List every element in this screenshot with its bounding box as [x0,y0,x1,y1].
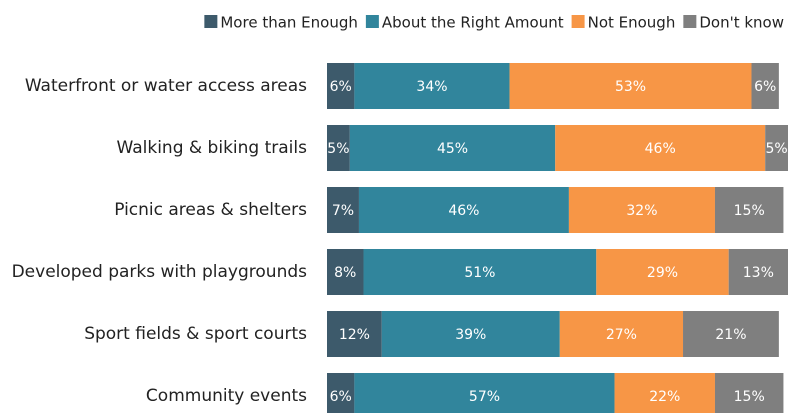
legend-swatch [204,15,218,28]
value-label: 57% [469,389,500,405]
bar-segment [327,63,355,109]
value-label: 51% [464,265,495,281]
category-label: Sport fields & sport courts [84,324,307,344]
bar-segment [363,249,597,295]
bar-segment [509,63,752,109]
value-label: 21% [715,327,746,343]
category-label: Community events [146,386,307,406]
bar-segment [751,63,779,109]
value-label: 32% [626,203,657,219]
category-label: Waterfront or water access areas [25,76,307,96]
value-label: 13% [743,265,774,281]
legend-swatch [365,15,379,28]
category-label: Walking & biking trails [117,138,308,158]
bar-segment [714,187,784,233]
bar-segment [555,125,766,171]
bar-segment [354,373,615,413]
legend-label: Not Enough [588,14,676,32]
value-label: 12% [339,327,370,343]
legend-label: About the Right Amount [382,14,564,32]
value-label: 5% [327,141,349,157]
bar-segment [349,125,556,171]
value-label: 53% [615,79,646,95]
value-label: 22% [649,389,680,405]
value-label: 6% [754,79,776,95]
legend-swatch [683,15,697,28]
bar-segment [358,187,569,233]
legend-label: More than Enough [220,14,358,32]
bar-segment [614,373,715,413]
value-label: 6% [330,389,352,405]
bar-segment [728,249,788,295]
bar-segment [714,373,784,413]
bar-segment [327,187,359,233]
bar-segment [683,311,779,357]
value-label: 39% [455,327,486,343]
bar-segment [596,249,729,295]
bar-segment [559,311,684,357]
value-label: 27% [606,327,637,343]
legend-label: Don't know [699,14,784,32]
bar-segment [381,311,560,357]
value-label: 34% [416,79,447,95]
bar-segment [354,63,510,109]
legend-swatch [571,15,585,28]
bar-segment [568,187,715,233]
value-label: 46% [645,141,676,157]
category-label: Picnic areas & shelters [114,200,307,220]
bar-segment [327,249,364,295]
bar-segment [327,125,350,171]
value-label: 5% [765,141,787,157]
value-label: 46% [448,203,479,219]
category-label: Developed parks with playgrounds [12,262,308,282]
bar-segment [327,311,382,357]
bar-segment [327,373,355,413]
value-label: 45% [437,141,468,157]
value-label: 6% [330,79,352,95]
value-label: 15% [734,203,765,219]
value-label: 7% [332,203,354,219]
value-label: 15% [734,389,765,405]
value-label: 29% [647,265,678,281]
value-label: 8% [334,265,356,281]
bar-segment [765,125,788,171]
